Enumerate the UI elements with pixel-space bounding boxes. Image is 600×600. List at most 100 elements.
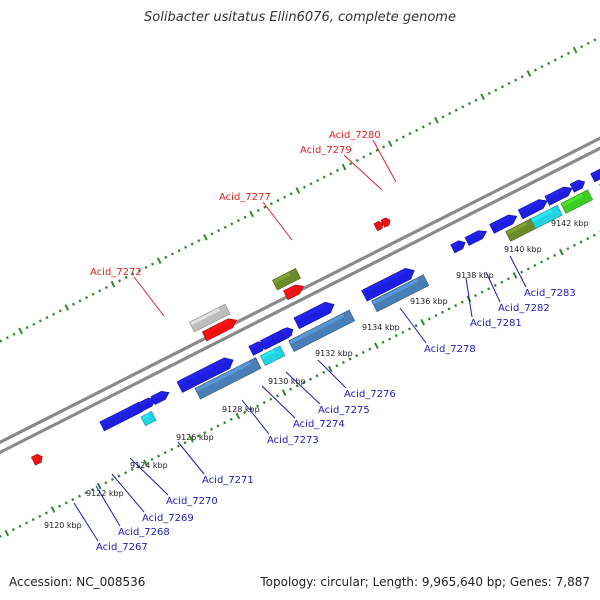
gene-highlight bbox=[195, 361, 251, 392]
gene-feature[interactable] bbox=[293, 299, 337, 330]
gene-track bbox=[30, 165, 600, 466]
gene-highlight bbox=[490, 215, 510, 228]
gene-feature[interactable] bbox=[201, 316, 239, 342]
map-title: Solibacter usitatus Ellin6076, complete … bbox=[144, 10, 456, 25]
tick-mark bbox=[302, 380, 306, 385]
tick-mark bbox=[230, 222, 234, 226]
gene-label[interactable]: Acid_7283 bbox=[524, 288, 576, 299]
gene-label[interactable]: Acid_7269 bbox=[142, 513, 194, 524]
tick-mark bbox=[388, 337, 392, 341]
gene-feature[interactable] bbox=[259, 345, 286, 367]
scale-label: 9130 kbp bbox=[268, 377, 306, 386]
gene-feature[interactable] bbox=[288, 309, 356, 352]
gene-feature[interactable] bbox=[569, 178, 587, 193]
gene-label[interactable]: Acid_7273 bbox=[267, 435, 319, 446]
tick-mark bbox=[64, 501, 68, 505]
tick-mark bbox=[58, 504, 62, 508]
gene-highlight bbox=[138, 398, 149, 407]
gene-body bbox=[590, 167, 600, 183]
gene-feature[interactable] bbox=[272, 268, 301, 291]
gene-feature[interactable] bbox=[140, 411, 157, 427]
gene-label[interactable]: Acid_7271 bbox=[202, 475, 254, 486]
tick-mark bbox=[98, 289, 102, 293]
gene-highlight bbox=[289, 313, 345, 345]
gene-body bbox=[283, 284, 304, 301]
gene-feature[interactable] bbox=[590, 165, 600, 183]
gene-highlight bbox=[273, 272, 291, 284]
gene-label[interactable]: Acid_7277 bbox=[219, 192, 271, 203]
tick-mark bbox=[374, 342, 379, 350]
tick-mark bbox=[355, 354, 359, 358]
gene-feature[interactable] bbox=[373, 220, 385, 232]
gene-feature[interactable] bbox=[544, 184, 574, 206]
gene-feature[interactable] bbox=[279, 326, 295, 340]
gene-label[interactable]: Acid_7279 bbox=[300, 145, 352, 156]
gene-label[interactable]: Acid_7281 bbox=[470, 318, 522, 329]
gene-highlight bbox=[506, 221, 528, 235]
scale-label: 9128 kbp bbox=[222, 405, 260, 414]
gene-body bbox=[201, 318, 238, 342]
gene-label[interactable]: Acid_7270 bbox=[166, 496, 218, 507]
gene-label[interactable]: Acid_7275 bbox=[318, 405, 370, 416]
gene-feature[interactable] bbox=[371, 274, 430, 313]
gene-highlight bbox=[272, 333, 279, 339]
gene-feature[interactable] bbox=[380, 217, 392, 228]
tick-mark bbox=[539, 260, 544, 264]
gene-feature[interactable] bbox=[189, 303, 231, 333]
backbone-line-lower bbox=[0, 146, 600, 455]
gene-label[interactable]: Acid_7274 bbox=[293, 419, 345, 430]
tick-mark bbox=[269, 202, 273, 206]
tick-mark bbox=[104, 285, 108, 290]
gene-feature[interactable] bbox=[270, 331, 284, 345]
tick-mark bbox=[235, 412, 241, 420]
gene-body bbox=[272, 268, 301, 291]
tick-mark bbox=[189, 436, 194, 443]
tick-mark bbox=[368, 347, 372, 351]
tick-mark bbox=[242, 411, 246, 415]
tick-mark bbox=[341, 163, 347, 171]
tick-mark bbox=[203, 431, 207, 435]
gene-label[interactable]: Acid_7276 bbox=[344, 389, 396, 400]
label-leader-line bbox=[261, 385, 296, 419]
gene-feature[interactable] bbox=[530, 204, 563, 230]
gene-feature[interactable] bbox=[489, 212, 519, 234]
gene-label[interactable]: Acid_7272 bbox=[90, 267, 142, 278]
label-leader-line bbox=[177, 441, 205, 475]
outer-tick-ring bbox=[0, 36, 600, 343]
gene-feature[interactable] bbox=[361, 265, 417, 302]
tick-mark bbox=[283, 195, 287, 199]
gene-feature[interactable] bbox=[150, 388, 171, 406]
gene-feature[interactable] bbox=[450, 238, 468, 254]
tick-mark bbox=[448, 111, 452, 116]
gene-feature[interactable] bbox=[464, 228, 489, 246]
tick-mark bbox=[592, 233, 596, 237]
gene-label[interactable]: Acid_7268 bbox=[118, 527, 170, 538]
tick-mark bbox=[302, 185, 306, 189]
tick-mark bbox=[18, 327, 23, 335]
gene-highlight bbox=[465, 231, 480, 241]
gene-label[interactable]: Acid_7278 bbox=[424, 344, 476, 355]
gene-feature[interactable] bbox=[283, 282, 305, 301]
gene-label[interactable]: Acid_7267 bbox=[96, 542, 148, 553]
tick-mark bbox=[295, 187, 301, 194]
tick-mark bbox=[474, 98, 478, 102]
tick-mark bbox=[249, 210, 254, 218]
tick-mark bbox=[131, 272, 135, 276]
tick-mark bbox=[262, 400, 266, 405]
tick-mark bbox=[157, 454, 161, 458]
tick-mark bbox=[38, 319, 42, 323]
gene-body bbox=[464, 230, 488, 246]
gene-feature[interactable] bbox=[517, 196, 549, 220]
gene-feature[interactable] bbox=[30, 453, 44, 466]
tick-mark bbox=[289, 192, 293, 196]
tick-mark bbox=[110, 280, 116, 288]
gene-feature[interactable] bbox=[176, 355, 236, 393]
gene-feature[interactable] bbox=[560, 189, 594, 214]
tick-mark bbox=[322, 175, 326, 179]
tick-mark bbox=[440, 310, 445, 314]
gene-label[interactable]: Acid_7282 bbox=[498, 303, 550, 314]
gene-label[interactable]: Acid_7280 bbox=[329, 130, 381, 141]
tick-mark bbox=[421, 125, 425, 129]
tick-mark bbox=[461, 105, 465, 109]
gene-feature[interactable] bbox=[194, 357, 262, 400]
